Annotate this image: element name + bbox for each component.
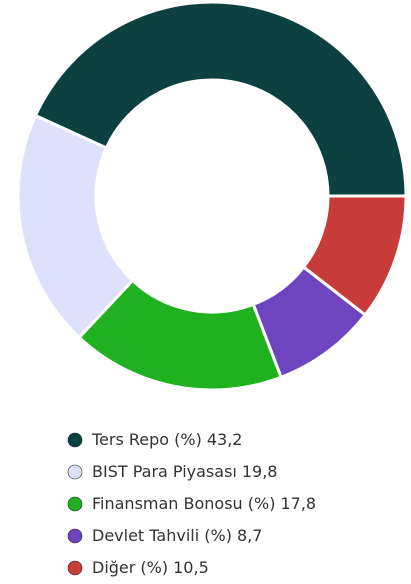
legend-label: BIST Para Piyasası 19,8: [92, 462, 277, 481]
legend-marker: [67, 464, 83, 480]
legend-label: Finansman Bonosu (%) 17,8: [92, 494, 316, 513]
legend-name: Devlet Tahvili (%): [92, 526, 232, 545]
legend-label: Diğer (%) 10,5: [92, 558, 209, 577]
legend-value: 10,5: [173, 558, 209, 577]
legend-value: 43,2: [207, 430, 243, 449]
legend-marker: [67, 432, 83, 448]
legend-name: Finansman Bonosu (%): [92, 494, 275, 513]
legend-marker: [67, 496, 83, 512]
legend-marker: [67, 528, 83, 544]
legend-value: 19,8: [242, 462, 278, 481]
donut-slice: [33, 0, 408, 198]
legend-name: Ters Repo (%): [91, 430, 202, 449]
legend-value: 17,8: [280, 494, 316, 513]
legend-label: Devlet Tahvili (%) 8,7: [92, 526, 262, 545]
legend-value: 8,7: [237, 526, 262, 545]
donut-slice: [301, 194, 408, 318]
legend-marker: [67, 560, 83, 576]
legend-name: BIST Para Piyasası: [92, 462, 237, 481]
legend-label: Ters Repo (%) 43,2: [91, 430, 242, 449]
legend-name: Diğer (%): [92, 558, 168, 577]
